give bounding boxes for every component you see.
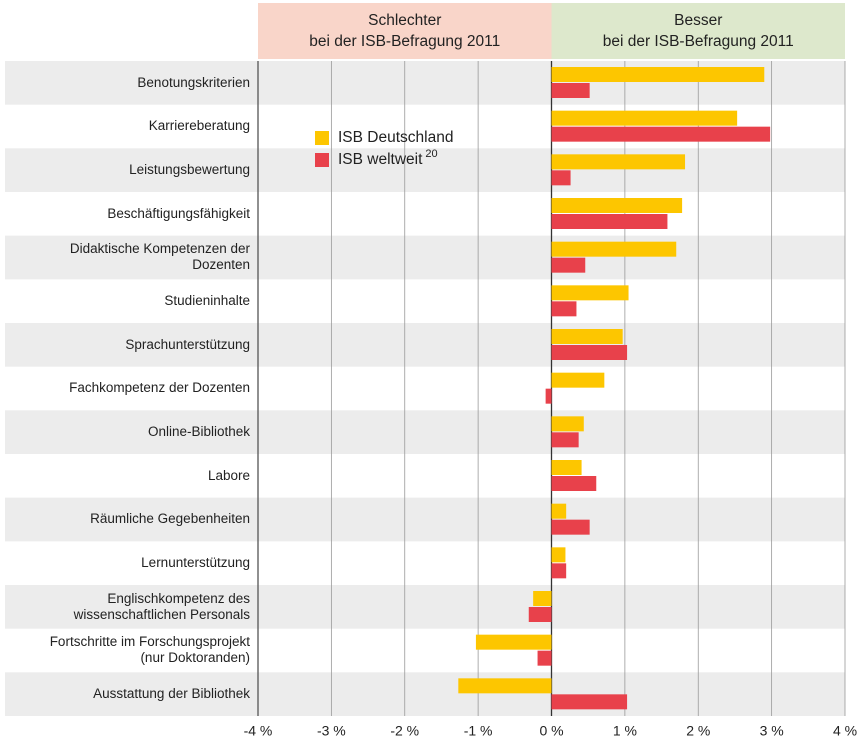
category-label: Räumliche Gegebenheiten [90,511,250,527]
row-band [5,323,845,367]
row-band [5,148,845,192]
category-label: Labore [207,467,250,483]
bar [551,503,567,519]
bar [528,607,552,622]
bar [545,388,552,404]
category-label: Leistungsbewertung [129,162,250,178]
bar [551,257,586,273]
bar [551,67,765,82]
category-label: Karriereberatung [148,118,250,134]
category-label: Didaktische Kompetenzen der Dozenten [69,241,250,273]
x-tick-label: 3 % [760,723,784,739]
bar [551,519,590,535]
bar [537,650,552,666]
row-band [5,672,845,716]
category-label: Fachkompetenz der Dozenten [69,380,250,396]
bar [551,110,738,126]
bar [551,563,567,579]
row-band [5,235,845,280]
row-band [5,410,845,454]
bar [551,329,623,344]
row-band [5,585,845,629]
bar [551,416,584,432]
x-tick-label: -2 % [390,723,419,739]
header-right: Besser bei der ISB-Befragung 2011 [602,12,794,50]
x-tick-label: 4 % [833,723,857,739]
x-tick-label: 0 % [539,723,563,739]
bar [551,170,571,186]
bar [551,214,668,229]
category-label: Sprachunterstützung [125,336,250,352]
row-band [5,497,845,542]
category-label: Englischkompetenz des wissenschaftlichen… [73,590,250,622]
bar [533,591,552,606]
legend-swatch [315,131,329,145]
legend-label: ISB Deutschland [338,129,453,146]
bar [551,241,677,257]
header-right-bg [551,3,845,59]
bar [551,154,686,170]
bar [551,547,566,563]
bar [551,432,579,448]
category-label: Studieninhalte [164,293,250,309]
x-tick-label: -1 % [464,723,493,739]
x-tick-label: -3 % [317,723,346,739]
category-label: Benotungskriterien [137,74,250,90]
x-tick-label: -4 % [244,723,273,739]
category-label: Fortschritte im Forschungsprojekt (nur D… [49,634,250,666]
category-label: Ausstattung der Bibliothek [93,686,250,702]
bar [551,301,577,317]
bar [551,460,582,475]
bar [551,126,771,142]
bar [551,83,590,98]
bar [551,372,605,388]
bar [551,694,628,710]
legend-footnote: 20 [425,148,437,160]
category-label: Beschäftigungsfähigkeit [107,205,250,221]
bar [551,198,683,213]
x-tick-label: 1 % [613,723,637,739]
header-left-bg [258,3,552,59]
bar [475,634,552,650]
legend-label: ISB weltweit [338,151,423,168]
header-left: Schlechter bei der ISB-Befragung 2011 [309,12,501,50]
bar [551,285,629,301]
category-label: Lernunterstützung [141,555,250,571]
bar [458,678,552,694]
category-label: Online-Bibliothek [147,424,250,440]
legend-swatch [315,153,329,167]
x-tick-label: 2 % [686,723,710,739]
bar [551,476,597,491]
bar [551,345,628,360]
